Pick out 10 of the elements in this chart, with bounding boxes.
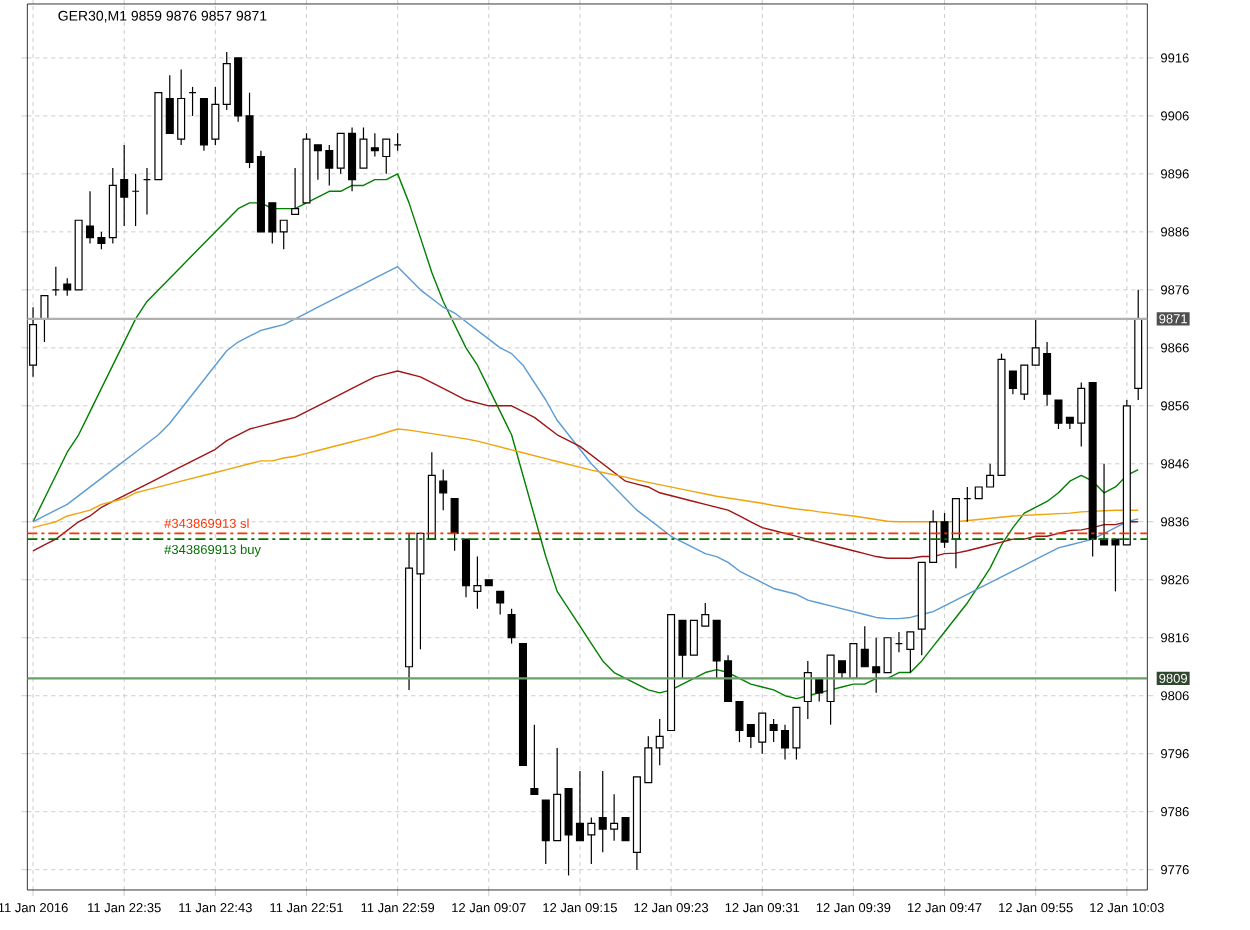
candlestick (40, 295, 49, 343)
candlestick (496, 590, 505, 616)
candlestick (279, 219, 288, 250)
candlestick (291, 167, 300, 216)
candlestick (655, 718, 664, 766)
candlestick (906, 631, 915, 674)
candlestick (883, 637, 892, 674)
candlestick (507, 608, 516, 645)
candlestick (450, 497, 459, 552)
candlestick (530, 724, 539, 795)
